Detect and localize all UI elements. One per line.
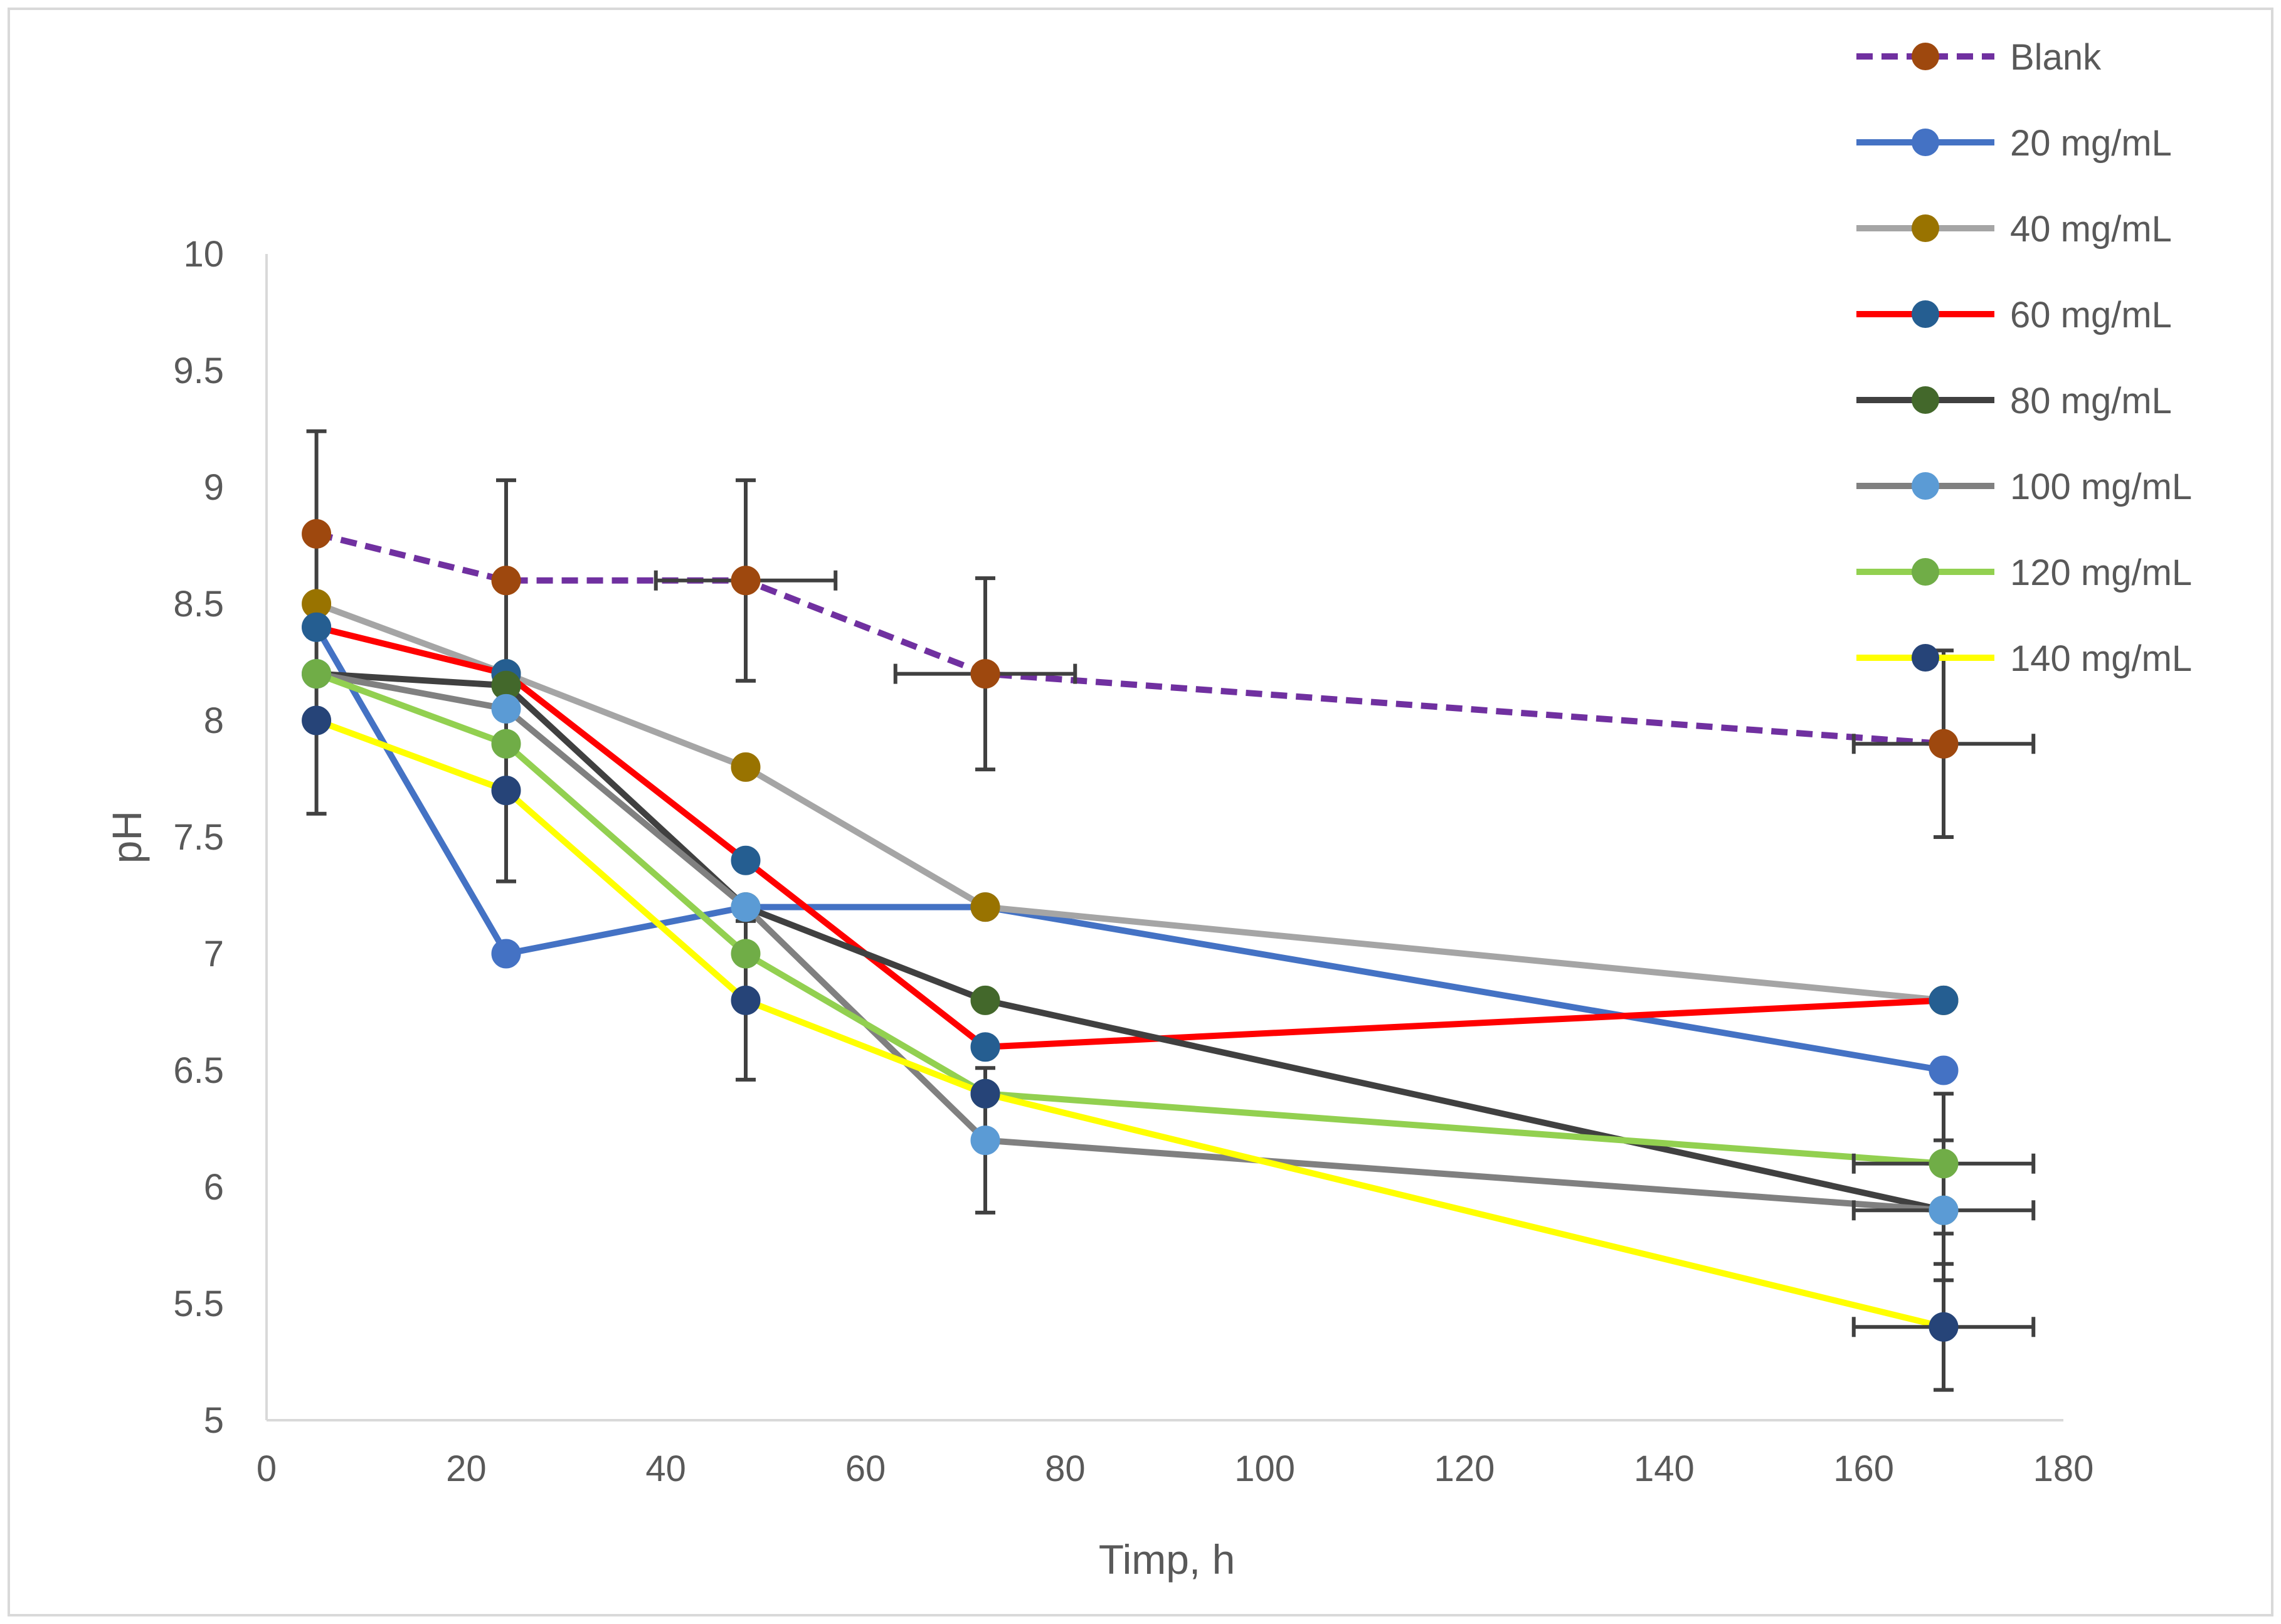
legend-label-80-mg-ml: 80 mg/mL — [2010, 381, 2172, 421]
legend-marker-60-mg-ml — [1912, 300, 1939, 328]
y-tick-label: 9.5 — [173, 351, 224, 391]
data-point-120-mg-ml — [491, 729, 521, 759]
series-lines — [314, 530, 1945, 1331]
legend-marker-blank — [1912, 43, 1939, 70]
x-tick-label: 140 — [1634, 1448, 1695, 1489]
data-point-100-mg-ml — [1929, 1195, 1959, 1225]
y-tick-label: 8.5 — [173, 584, 224, 625]
legend-marker-20-mg-ml — [1912, 129, 1939, 156]
data-point-20-mg-ml — [491, 939, 521, 969]
y-tick-label: 9 — [204, 467, 224, 508]
data-point-80-mg-ml — [970, 985, 1000, 1015]
data-point-100-mg-ml — [970, 1126, 1000, 1156]
chart-frame — [8, 8, 2273, 1616]
y-tick-label: 7.5 — [173, 817, 224, 858]
data-point-100-mg-ml — [491, 693, 521, 724]
legend-marker-120-mg-ml — [1912, 558, 1939, 586]
legend-label-blank: Blank — [2010, 37, 2102, 78]
y-tick-label: 5.5 — [173, 1284, 224, 1324]
x-tick-label: 40 — [645, 1448, 686, 1489]
legend-marker-140-mg-ml — [1912, 644, 1939, 672]
y-tick-label: 10 — [183, 234, 224, 275]
data-point-120-mg-ml — [302, 659, 332, 689]
legend-marker-80-mg-ml — [1912, 386, 1939, 414]
x-tick-labels: 0 20 40 60 80 100 120 140 160 180 — [257, 1448, 2094, 1489]
axes — [265, 254, 2063, 1421]
y-axis-title: pH — [103, 811, 150, 863]
data-point-140-mg-ml — [731, 985, 761, 1015]
series-line-140-mg-ml — [315, 717, 1945, 1331]
data-point-140-mg-ml — [491, 776, 521, 806]
legend-label-40-mg-ml: 40 mg/mL — [2010, 209, 2172, 250]
data-point-120-mg-ml — [731, 939, 761, 969]
legend-label-140-mg-ml: 140 mg/mL — [2010, 638, 2192, 679]
x-tick-label: 60 — [845, 1448, 886, 1489]
legend-label-20-mg-ml: 20 mg/mL — [2010, 123, 2172, 164]
error-bars — [306, 429, 2036, 1392]
y-tick-labels: 5 5.5 6 6.5 7 7.5 8 8.5 9 9.5 10 — [173, 234, 224, 1441]
data-point-60-mg-ml — [970, 1032, 1000, 1062]
data-point-blank — [302, 519, 332, 549]
y-tick-label: 6 — [204, 1167, 224, 1208]
data-point-60-mg-ml — [1929, 985, 1959, 1015]
data-point-blank — [970, 659, 1000, 689]
data-point-20-mg-ml — [1929, 1055, 1959, 1085]
data-point-60-mg-ml — [731, 845, 761, 875]
x-tick-label: 80 — [1045, 1448, 1086, 1489]
legend-label-120-mg-ml: 120 mg/mL — [2010, 552, 2192, 593]
x-tick-label: 180 — [2033, 1448, 2094, 1489]
data-point-140-mg-ml — [302, 705, 332, 736]
data-point-60-mg-ml — [302, 612, 332, 642]
data-point-blank — [1929, 729, 1959, 759]
data-point-120-mg-ml — [1929, 1149, 1959, 1179]
data-point-140-mg-ml — [970, 1078, 1000, 1109]
data-point-100-mg-ml — [731, 892, 761, 922]
legend-label-60-mg-ml: 60 mg/mL — [2010, 295, 2172, 335]
x-tick-label: 160 — [1833, 1448, 1894, 1489]
data-point-blank — [731, 566, 761, 596]
data-points — [302, 519, 1959, 1342]
y-tick-label: 8 — [204, 700, 224, 741]
legend-label-100-mg-ml: 100 mg/mL — [2010, 467, 2192, 507]
x-tick-label: 20 — [446, 1448, 487, 1489]
data-point-blank — [491, 566, 521, 596]
data-point-40-mg-ml — [731, 752, 761, 782]
y-tick-label: 5 — [204, 1400, 224, 1441]
legend-marker-40-mg-ml — [1912, 214, 1939, 242]
x-axis-title: Timp, h — [1099, 1536, 1236, 1583]
data-point-140-mg-ml — [1929, 1312, 1959, 1342]
legend: Blank 20 mg/mL 40 mg/mL 60 mg/mL 80 mg/mL 100… — [1856, 37, 2192, 679]
x-tick-label: 0 — [257, 1448, 277, 1489]
legend-marker-100-mg-ml — [1912, 472, 1939, 500]
x-tick-label: 120 — [1434, 1448, 1495, 1489]
data-point-40-mg-ml — [970, 892, 1000, 922]
y-tick-label: 6.5 — [173, 1050, 224, 1091]
x-tick-label: 100 — [1234, 1448, 1295, 1489]
y-tick-label: 7 — [204, 934, 224, 974]
